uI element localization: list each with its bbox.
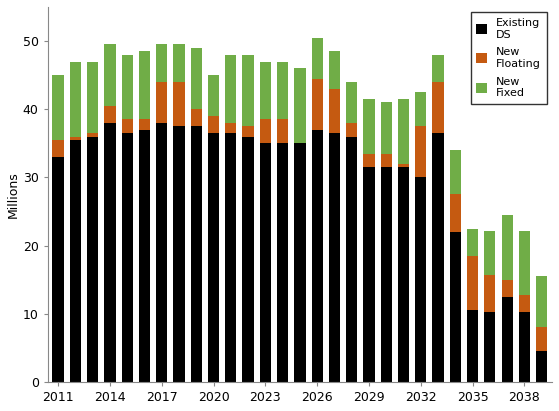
Bar (311, 130, 323, 382)
Bar (501, 297, 513, 382)
Bar (260, 120, 271, 143)
Bar (467, 256, 478, 310)
Bar (311, 79, 323, 130)
Bar (467, 229, 478, 256)
Bar (243, 126, 254, 136)
Bar (191, 48, 202, 109)
Bar (467, 310, 478, 382)
Bar (398, 99, 409, 164)
Bar (346, 82, 357, 123)
Bar (173, 82, 184, 126)
Bar (156, 44, 167, 82)
Bar (363, 167, 375, 382)
Bar (277, 143, 288, 382)
Bar (294, 143, 306, 382)
Bar (433, 133, 444, 382)
Bar (450, 232, 461, 382)
Bar (87, 62, 98, 133)
Bar (243, 55, 254, 126)
Bar (433, 55, 444, 82)
Bar (381, 102, 392, 154)
Bar (415, 92, 427, 126)
Bar (501, 280, 513, 297)
Bar (70, 140, 81, 382)
Bar (484, 231, 495, 275)
Bar (398, 167, 409, 382)
Bar (415, 178, 427, 382)
Bar (225, 133, 236, 382)
Bar (191, 109, 202, 126)
Bar (139, 120, 150, 130)
Bar (536, 328, 547, 351)
Bar (450, 194, 461, 232)
Bar (260, 143, 271, 382)
Legend: Existing
DS, New
Floating, New
Fixed: Existing DS, New Floating, New Fixed (471, 12, 547, 104)
Bar (329, 89, 340, 133)
Bar (450, 150, 461, 194)
Bar (501, 215, 513, 280)
Bar (121, 55, 133, 120)
Bar (105, 106, 116, 123)
Bar (191, 126, 202, 382)
Bar (70, 62, 81, 136)
Bar (381, 154, 392, 167)
Bar (208, 116, 219, 133)
Bar (346, 136, 357, 382)
Bar (398, 164, 409, 167)
Bar (294, 68, 306, 143)
Bar (87, 133, 98, 136)
Bar (536, 276, 547, 328)
Y-axis label: Millions: Millions (7, 171, 20, 218)
Bar (121, 120, 133, 133)
Bar (484, 312, 495, 382)
Bar (121, 133, 133, 382)
Bar (346, 123, 357, 136)
Bar (156, 123, 167, 382)
Bar (53, 140, 64, 157)
Bar (415, 126, 427, 178)
Bar (208, 75, 219, 116)
Bar (519, 231, 530, 296)
Bar (277, 62, 288, 120)
Bar (260, 62, 271, 120)
Bar (225, 123, 236, 133)
Bar (156, 82, 167, 123)
Bar (208, 133, 219, 382)
Bar (363, 99, 375, 154)
Bar (519, 312, 530, 382)
Bar (139, 130, 150, 382)
Bar (381, 167, 392, 382)
Bar (484, 275, 495, 312)
Bar (53, 75, 64, 140)
Bar (173, 44, 184, 82)
Bar (53, 157, 64, 382)
Bar (536, 351, 547, 382)
Bar (243, 136, 254, 382)
Bar (70, 136, 81, 140)
Bar (173, 126, 184, 382)
Bar (225, 55, 236, 123)
Bar (105, 44, 116, 106)
Bar (87, 136, 98, 382)
Bar (433, 82, 444, 133)
Bar (311, 38, 323, 79)
Bar (329, 51, 340, 89)
Bar (519, 296, 530, 312)
Bar (105, 123, 116, 382)
Bar (363, 154, 375, 167)
Bar (139, 51, 150, 120)
Bar (329, 133, 340, 382)
Bar (277, 120, 288, 143)
